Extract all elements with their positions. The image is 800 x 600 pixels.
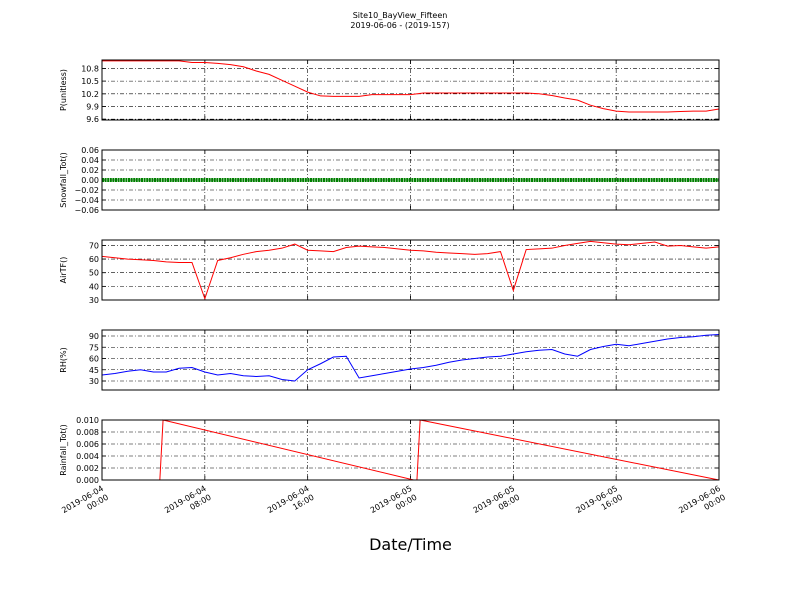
y-axis-label: RH(%)	[59, 347, 68, 372]
y-axis-label: AirTF()	[59, 257, 68, 284]
y-tick-label: 9.9	[86, 102, 99, 111]
y-tick-label: 10.8	[81, 64, 99, 73]
y-tick-label: 0.004	[76, 452, 99, 461]
axes-frame	[101, 239, 720, 301]
y-tick-label: 45	[89, 366, 99, 375]
y-tick-label: −0.04	[74, 196, 99, 205]
figure-title: Site10_BayView_Fifteen	[353, 11, 448, 20]
y-tick-label: 0.006	[76, 440, 99, 449]
data-line	[102, 60, 720, 113]
y-tick-label: 60	[89, 355, 99, 364]
y-tick-label: 10.5	[81, 77, 99, 86]
y-tick-label: 0.010	[76, 416, 99, 425]
y-axis-label: P(unitless)	[59, 69, 68, 111]
x-tick-label: 2019-06-06 00:00	[677, 484, 727, 524]
x-tick-label: 2019-06-05 08:00	[472, 484, 522, 524]
y-tick-label: 70	[89, 241, 99, 250]
y-tick-label: 0.02	[81, 166, 99, 175]
axes-frame	[101, 149, 720, 211]
axes-frame	[101, 329, 720, 391]
y-tick-label: 50	[89, 269, 99, 278]
y-tick-label: 75	[89, 343, 99, 352]
x-axis-label: Date/Time	[369, 535, 452, 554]
x-tick-label: 2019-06-04 08:00	[163, 484, 213, 524]
y-tick-label: 0.008	[76, 428, 99, 437]
y-tick-label: 0.04	[81, 156, 99, 165]
data-line	[101, 334, 720, 382]
axes-frame	[101, 419, 720, 481]
x-tick-label: 2019-06-05 00:00	[369, 484, 419, 524]
y-tick-label: 0.002	[76, 464, 99, 473]
figure-subtitle: 2019-06-06 - (2019-157)	[350, 21, 449, 30]
x-tick-label: 2019-06-04 16:00	[266, 484, 316, 524]
y-tick-label: −0.02	[74, 186, 99, 195]
y-tick-label: 0.00	[81, 176, 99, 185]
x-tick-label: 2019-06-05 16:00	[574, 484, 624, 524]
y-tick-label: 30	[89, 296, 99, 305]
data-line	[101, 240, 720, 301]
y-tick-label: 30	[89, 377, 99, 386]
y-tick-label: 10.2	[81, 90, 99, 99]
axes-frame	[101, 59, 720, 121]
y-tick-label: 9.6	[86, 115, 99, 124]
y-tick-label: 40	[89, 282, 99, 291]
y-axis-label: Rainfall_Tot()	[59, 424, 68, 476]
y-tick-label: 60	[89, 255, 99, 264]
y-tick-label: 0.000	[76, 476, 99, 485]
x-tick-label: 2019-06-04 00:00	[60, 484, 110, 524]
y-tick-label: 0.06	[81, 146, 99, 155]
y-tick-label: −0.06	[74, 206, 99, 215]
y-tick-label: 90	[89, 332, 99, 341]
y-axis-label: Snowfall_Tot()	[59, 152, 68, 208]
